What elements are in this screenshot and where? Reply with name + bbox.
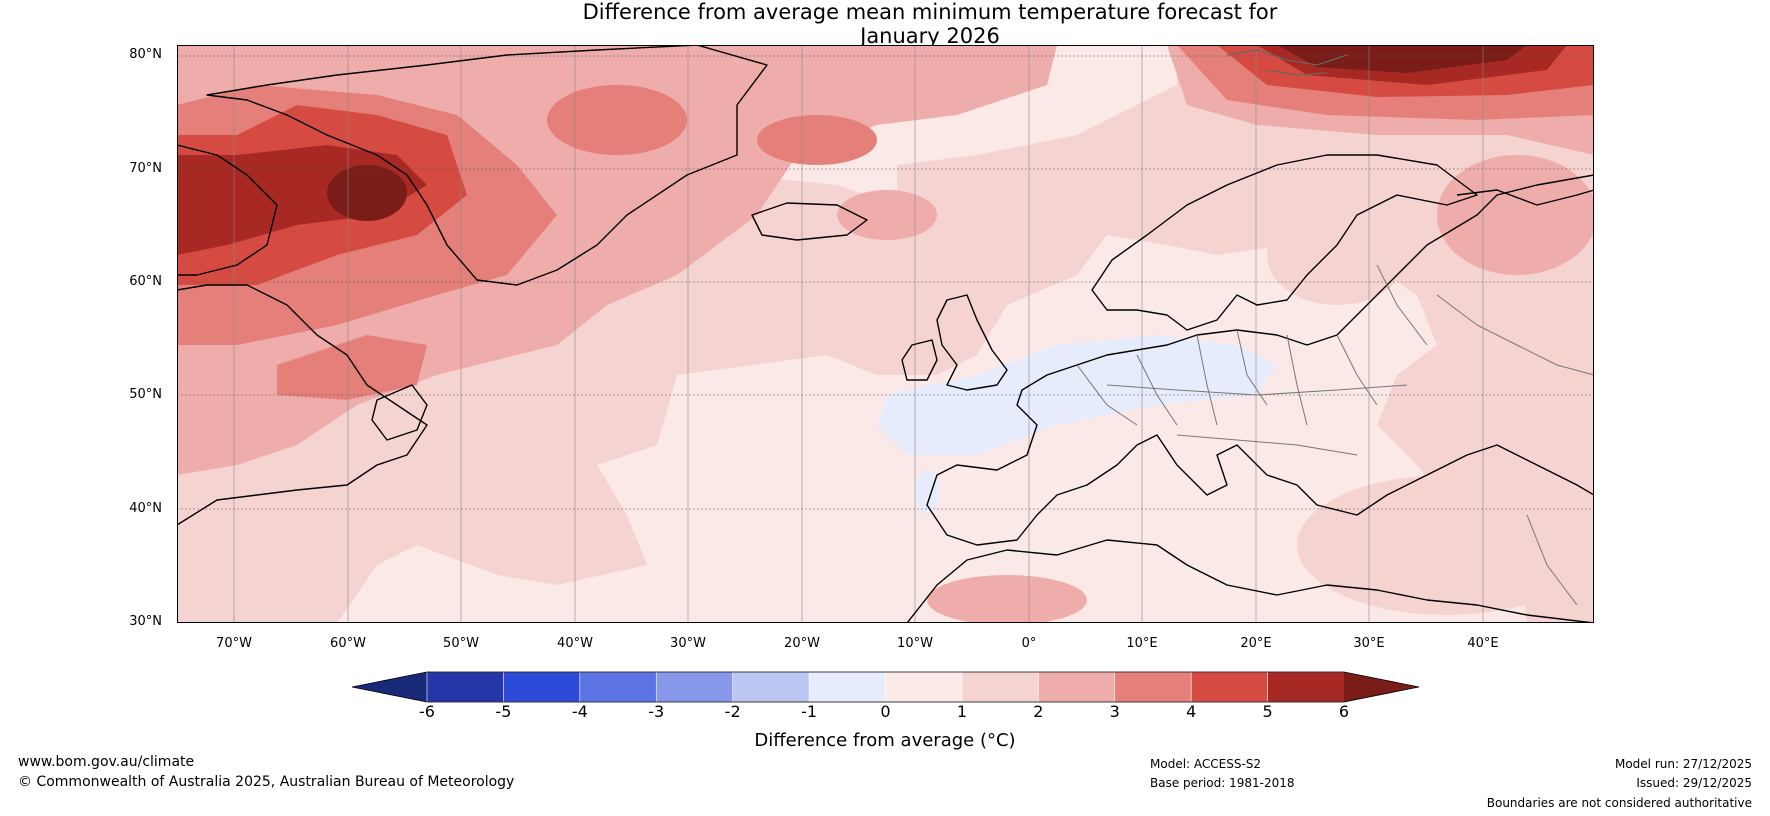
footer-base-period: Base period: 1981-2018 [1150,776,1295,790]
graticule [177,55,1594,510]
lon-label-30e: 30°E [1353,636,1385,651]
meridians [233,45,1484,623]
coastline-arctic-russia [1456,189,1594,206]
lon-label-20e: 20°E [1240,636,1272,651]
colorbar-extend-low [352,672,427,702]
footer-issued: Issued: 29/12/2025 [1636,776,1752,790]
coastline-scandinavia [1091,154,1478,331]
temperature-anomaly-map [177,45,1594,623]
anomaly-zone-3-4-lab [277,335,427,400]
coastline-newfoundland [371,384,428,441]
coastlines [177,45,1594,623]
colorbar-tick-label: 3 [1109,702,1120,721]
coastline-iceland [751,202,868,241]
colorbar-outline [351,671,1420,703]
lon-label-30w: 30°W [670,636,706,651]
colorbar-bin [732,671,810,703]
colorbar-bin [426,671,505,703]
footer-model-run: Model run: 27/12/2025 [1614,757,1752,771]
anomaly-zone-2-3 [177,45,1594,475]
footer-website: www.bom.gov.au/climate [18,754,195,770]
colorbar-tick-label: 1 [956,702,967,721]
lat-label-50n: 50°N [129,387,162,402]
colorbar-bin [1267,671,1345,703]
colorbar-tick-label: -3 [648,702,665,721]
chart-title: Difference from average mean minimum tem… [0,0,1770,48]
lon-label-40w: 40°W [557,636,593,651]
colorbar-tick-label: 0 [880,702,891,721]
colorbar-bin [503,671,581,703]
lat-label-40n: 40°N [129,501,162,516]
colorbar-bins [426,671,1345,703]
colorbar-tick-label: -1 [801,702,818,721]
colorbar-tick-label: 5 [1262,702,1273,721]
anomaly-zone-2-3-east [1437,155,1594,275]
lat-label-70n: 70°N [129,161,162,176]
coastline-baffin [177,144,278,276]
colorbar-label: Difference from average (°C) [754,730,1016,751]
coastline-britain [936,294,1008,391]
title-line-2: January 2026 [860,24,1000,48]
coastline-north-africa [906,539,1594,623]
colorbar-bin [885,671,963,703]
colorbar-bin [961,671,1040,703]
colorbar-extend-high [1344,672,1419,702]
lon-label-10w: 10°W [897,636,933,651]
title-line-1: Difference from average mean minimum tem… [582,0,1278,24]
anomaly-zone-negative-iberia [915,470,939,514]
anomaly-zone-3-4-greenland [547,85,687,155]
country-borders [1076,264,1594,606]
anomaly-zone-2-3-iceland [837,190,937,240]
lat-label-30n: 30°N [129,614,162,629]
colorbar-bin [1190,671,1269,703]
lon-label-0: 0° [1021,636,1037,651]
footer-disclaimer: Boundaries are not considered authoritat… [1486,796,1752,810]
lat-label-60n: 60°N [129,274,162,289]
colorbar-tick-label: -4 [571,702,588,721]
lon-label-40e: 40°E [1467,636,1499,651]
lon-label-20w: 20°W [784,636,820,651]
colorbar-bin [655,671,734,703]
footer-copyright: © Commonwealth of Australia 2025, Austra… [18,774,515,790]
coastline-greenland [206,45,768,286]
colorbar-bin [579,671,658,703]
map-frame [177,45,1594,623]
anomaly-zone-2-3-africa [927,575,1087,623]
lon-label-50w: 50°W [443,636,479,651]
colorbar-tick-label: -2 [724,702,741,721]
colorbar-tick-label: 6 [1338,702,1350,721]
colorbar-bin [1114,671,1192,703]
anomaly-zone-above-6-greenland [327,165,407,221]
coastline-ireland [901,339,938,381]
coastline-europe [926,174,1594,546]
colorbar-tick-label: -5 [495,702,512,721]
anomaly-zone-above-6-barents [1277,45,1527,73]
svalbard-islands [1226,49,1348,76]
colorbar-tick-label: -6 [419,702,435,721]
colorbar-tick-label: 2 [1033,702,1044,721]
lat-label-80n: 80°N [129,47,162,62]
colorbar-bin [1038,671,1116,703]
lon-label-10e: 10°E [1126,636,1158,651]
anomaly-zone-3-4-east-greenland [757,115,877,165]
colorbar-bin [808,671,887,703]
lon-label-60w: 60°W [330,636,366,651]
anomaly-zone-1-2-med [1297,475,1594,615]
lon-label-70w: 70°W [216,636,252,651]
anomaly-zone-1-2-scand [1267,205,1407,305]
coastline-labrador [177,284,428,526]
colorbar-tick-label: 4 [1186,702,1197,721]
footer-model: Model: ACCESS-S2 [1150,757,1262,771]
